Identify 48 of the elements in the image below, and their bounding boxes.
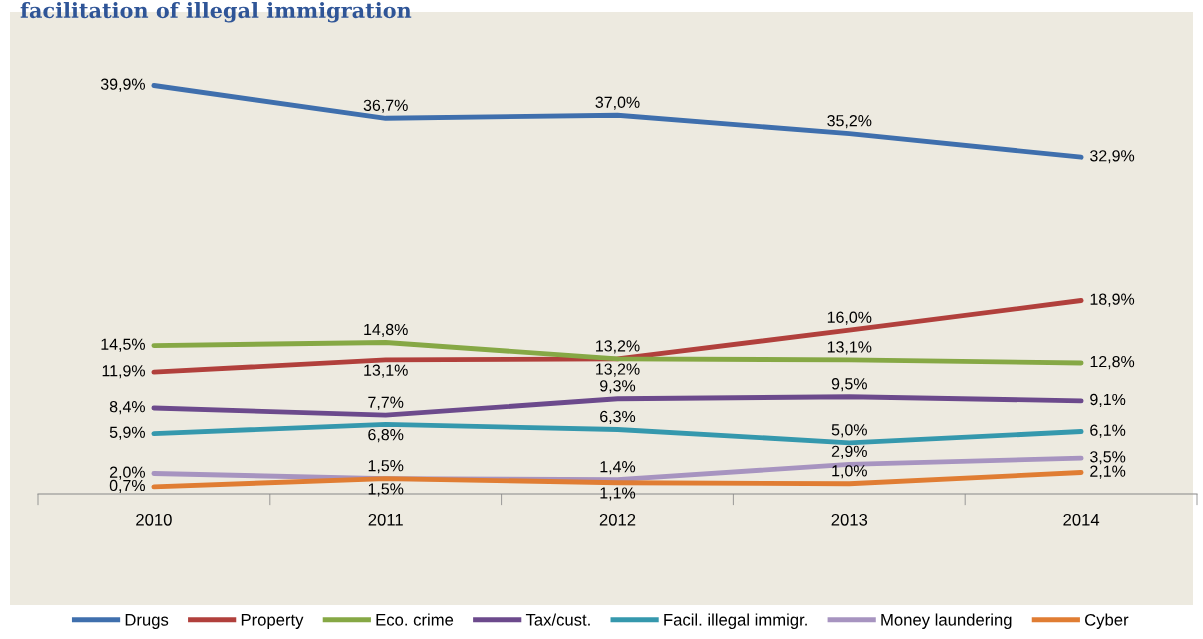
data-label: 9,5% [831, 378, 867, 392]
x-tick-label: 2010 [136, 513, 172, 526]
x-tick-label: 2012 [599, 513, 636, 526]
data-label: 0,7% [109, 479, 145, 494]
data-label: 16,0% [827, 311, 872, 325]
data-label: 1,0% [832, 465, 867, 479]
data-label: 6,8% [368, 428, 404, 443]
data-label: 14,8% [364, 323, 408, 338]
data-label: 9,3% [600, 380, 636, 394]
legend-label: Tax/cust. [525, 613, 590, 626]
data-label: 2,1% [1090, 465, 1126, 479]
data-label: 1,5% [368, 460, 404, 474]
data-label: 6,3% [600, 410, 636, 425]
data-label: 13,1% [364, 364, 408, 378]
data-label: 1,4% [600, 461, 636, 475]
data-label: 14,5% [101, 338, 145, 352]
data-label: 37,0% [595, 96, 640, 110]
chart-title: facilitation of illegal immigration [20, 2, 412, 23]
legend-label: Cyber [1085, 613, 1129, 629]
data-label: 2,0% [109, 466, 145, 480]
data-label: 1,5% [368, 483, 404, 497]
x-tick-label: 2013 [831, 513, 868, 526]
data-label: 5,0% [831, 424, 867, 438]
x-tick-label: 2014 [1063, 513, 1100, 526]
data-label: 32,9% [1090, 150, 1135, 164]
data-label: 1,1% [600, 487, 636, 501]
legend-label: Drugs [125, 614, 169, 629]
data-label: 5,9% [109, 426, 145, 440]
data-label: 13,1% [827, 341, 872, 355]
data-label: 18,9% [1090, 293, 1135, 307]
data-label: 8,4% [109, 400, 145, 415]
data-label: 13,2% [596, 340, 640, 354]
data-label: 7,7% [368, 396, 404, 410]
data-label: 35,2% [827, 115, 872, 129]
data-label: 13,2% [596, 363, 640, 377]
data-label: 39,9% [100, 78, 145, 92]
data-label: 11,9% [102, 365, 145, 379]
data-label: 6,1% [1090, 424, 1126, 438]
data-label: 2,9% [831, 445, 867, 459]
data-label: 12,8% [1090, 355, 1135, 370]
legend-label: Property [241, 614, 304, 629]
data-label: 9,1% [1090, 393, 1126, 408]
legend-label: Money laundering [881, 613, 1012, 629]
legend-label: Facil. illegal immigr. [664, 613, 807, 629]
x-tick-label: 2011 [368, 513, 403, 526]
data-label: 36,7% [363, 99, 408, 113]
data-label: 3,5% [1090, 451, 1126, 465]
legend-label: Eco. crime [376, 613, 454, 626]
